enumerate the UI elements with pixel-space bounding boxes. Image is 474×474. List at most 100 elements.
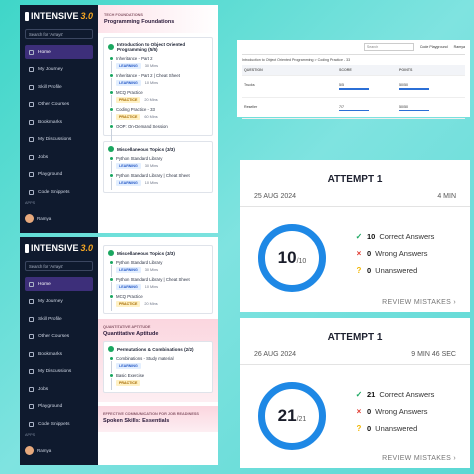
item-tag: LEARNING: [116, 163, 141, 169]
menu-label: Jobs: [38, 154, 49, 160]
item-name: Combinations - Study material: [116, 356, 174, 361]
menu-icon: [29, 154, 34, 160]
attempt-title: ATTEMPT 1: [327, 332, 383, 343]
sidebar: INTENSIVE 3.0 Search for 'Arrays' Home My Jo…: [20, 5, 98, 233]
course-section: Miscellaneous Topics (3/3) Python Standar…: [103, 141, 213, 193]
table-cell: Reseller: [244, 105, 339, 112]
menu-icon: [29, 84, 34, 90]
item-name: Python Standard Library: [116, 156, 163, 161]
track-title: Quantitative Aptitude: [103, 331, 159, 337]
item-tag: PRACTICE: [116, 301, 141, 307]
menu-icon: [29, 119, 34, 125]
item-meta: LEARNING 10 Mins: [116, 180, 208, 186]
section-name: Miscellaneous Topics (3/3): [117, 250, 175, 256]
menu-label: Bookmarks: [38, 351, 62, 357]
menu-icon: [29, 172, 34, 177]
course-item[interactable]: MCQ Practice PRACTICE 20 Mins: [108, 90, 208, 107]
section-title[interactable]: Miscellaneous Topics (3/3): [108, 250, 208, 256]
course-item[interactable]: Inheritance - Part 2 | Cheat Sheet LEARNI…: [108, 73, 208, 90]
stat-label: Correct Answers: [379, 232, 435, 241]
stat-label: Unanswered: [375, 424, 418, 433]
attempt-meta: 25 AUG 2024 4 MIN: [240, 193, 470, 207]
menu-item[interactable]: Skill Profile: [25, 80, 93, 94]
menu-label: Home: [38, 49, 51, 55]
course-title: Programming Foundations: [104, 19, 175, 25]
user[interactable]: Ramya: [25, 214, 51, 223]
menu-item[interactable]: Code Snippets: [25, 185, 93, 199]
cell-text: 50/50: [399, 104, 408, 109]
item-meta: LEARNING 10 Mins: [116, 80, 208, 86]
menu-item[interactable]: Home: [25, 45, 93, 59]
menu-item[interactable]: Playground: [25, 168, 93, 182]
user[interactable]: Ramya: [25, 446, 51, 455]
course-item[interactable]: Python Standard Library LEARNING 30 Mins: [108, 260, 208, 277]
menu-label: Playground: [38, 404, 63, 409]
menu-item[interactable]: My Discussions: [25, 133, 93, 147]
playground-link[interactable]: Code Playground: [419, 45, 448, 49]
menu-item[interactable]: Other Courses: [25, 98, 93, 112]
course-item[interactable]: OOP: On-Demand Session: [108, 124, 208, 141]
table-row[interactable]: Trucks 5/5 50/50: [242, 76, 465, 98]
search-box[interactable]: Search for 'Arrays': [25, 29, 93, 39]
course-item[interactable]: Python Standard Library | Cheat Sheet LEA…: [108, 173, 208, 190]
menu-item[interactable]: Other Courses: [25, 330, 93, 344]
course-item[interactable]: Python Standard Library | Cheat Sheet LEA…: [108, 277, 208, 294]
menu-item[interactable]: Jobs: [25, 382, 93, 396]
menu-item[interactable]: Bookmarks: [25, 115, 93, 129]
item-duration: 10 Mins: [144, 285, 159, 289]
sidebar: INTENSIVE 3.0 Search for 'Arrays' Home My Jo…: [20, 237, 98, 465]
item-tag: PRACTICE: [116, 380, 141, 386]
item-name: Basic Exercise: [116, 373, 145, 378]
attempt-card: ATTEMPT 1 25 AUG 2024 4 MIN 10/10 ✓ 10 Correct…: [240, 160, 470, 312]
review-link[interactable]: REVIEW MISTAKES ›: [382, 455, 456, 462]
menu-item[interactable]: My Discussions: [25, 365, 93, 379]
course-section: Introduction to Object Oriented Programm…: [103, 37, 213, 141]
course-item[interactable]: Python Standard Library LEARNING 30 Mins: [108, 156, 208, 173]
review-link[interactable]: REVIEW MISTAKES ›: [382, 299, 456, 306]
menu-icon: [29, 189, 34, 195]
table-cell: 5/5: [339, 83, 399, 90]
item-duration: 10 Mins: [144, 181, 159, 185]
section-title[interactable]: Introduction to Object Oriented Programm…: [108, 42, 208, 52]
course-item[interactable]: Coding Practice - 33 PRACTICE 60 Mins: [108, 107, 208, 124]
logo: INTENSIVE 3.0: [25, 11, 93, 21]
menu-label: Other Courses: [38, 334, 70, 339]
item-meta: LEARNING 10 Mins: [116, 284, 208, 290]
stats: ✓ 21 Correct Answers × 0 Wrong Answers? 0 Unans…: [355, 390, 435, 441]
search-box[interactable]: Search: [363, 43, 414, 51]
stat-row: ? 0 Unanswered: [355, 266, 434, 275]
table-row[interactable]: Reseller 7/7 50/50: [242, 98, 465, 119]
table-cell: Trucks: [244, 83, 339, 90]
course-item[interactable]: Basic Exercise PRACTICE: [108, 373, 208, 390]
course-item[interactable]: Inheritance - Part 2 LEARNING 30 Mins: [108, 56, 208, 73]
menu-label: My Journey: [38, 299, 63, 304]
course-section: Permutations & Combinations (2/2) Combina…: [103, 341, 213, 393]
attempt-time: 9 MIN 46 SEC: [411, 351, 456, 358]
apps-label: APPS: [25, 433, 36, 437]
item-tag: LEARNING: [116, 284, 141, 290]
table-cell: 50/50: [399, 104, 459, 111]
menu-item[interactable]: Jobs: [25, 150, 93, 164]
item-meta: LEARNING 30 Mins: [116, 163, 208, 169]
course-item[interactable]: MCQ Practice PRACTICE 20 Mins: [108, 294, 208, 311]
track-label: TECH FOUNDATIONS: [104, 13, 143, 17]
menu-item[interactable]: My Journey: [25, 63, 93, 77]
menu-item[interactable]: Skill Profile: [25, 312, 93, 326]
section-title[interactable]: Permutations & Combinations (2/2): [108, 346, 208, 352]
item-duration: 30 Mins: [144, 268, 159, 272]
item-name: Python Standard Library: [116, 260, 163, 265]
menu-item[interactable]: My Journey: [25, 295, 93, 309]
menu-item[interactable]: Home: [25, 277, 93, 291]
menu-icon: [29, 369, 34, 374]
menu-item[interactable]: Code Snippets: [25, 417, 93, 431]
section-title[interactable]: Miscellaneous Topics (3/3): [108, 146, 208, 152]
menu-label: My Journey: [38, 67, 63, 72]
course-content: Miscellaneous Topics (3/3) Python Standar…: [98, 237, 218, 465]
menu-item[interactable]: Bookmarks: [25, 347, 93, 361]
course-item[interactable]: Combinations - Study material LEARNING: [108, 356, 208, 373]
track-block: EFFECTIVE COMMUNICATION FOR JOB READINES…: [98, 406, 218, 432]
table-cell: 7/7: [339, 105, 399, 111]
search-box[interactable]: Search for 'Arrays': [25, 261, 93, 271]
track-label: EFFECTIVE COMMUNICATION FOR JOB READINES…: [103, 412, 199, 416]
menu-item[interactable]: Playground: [25, 400, 93, 414]
